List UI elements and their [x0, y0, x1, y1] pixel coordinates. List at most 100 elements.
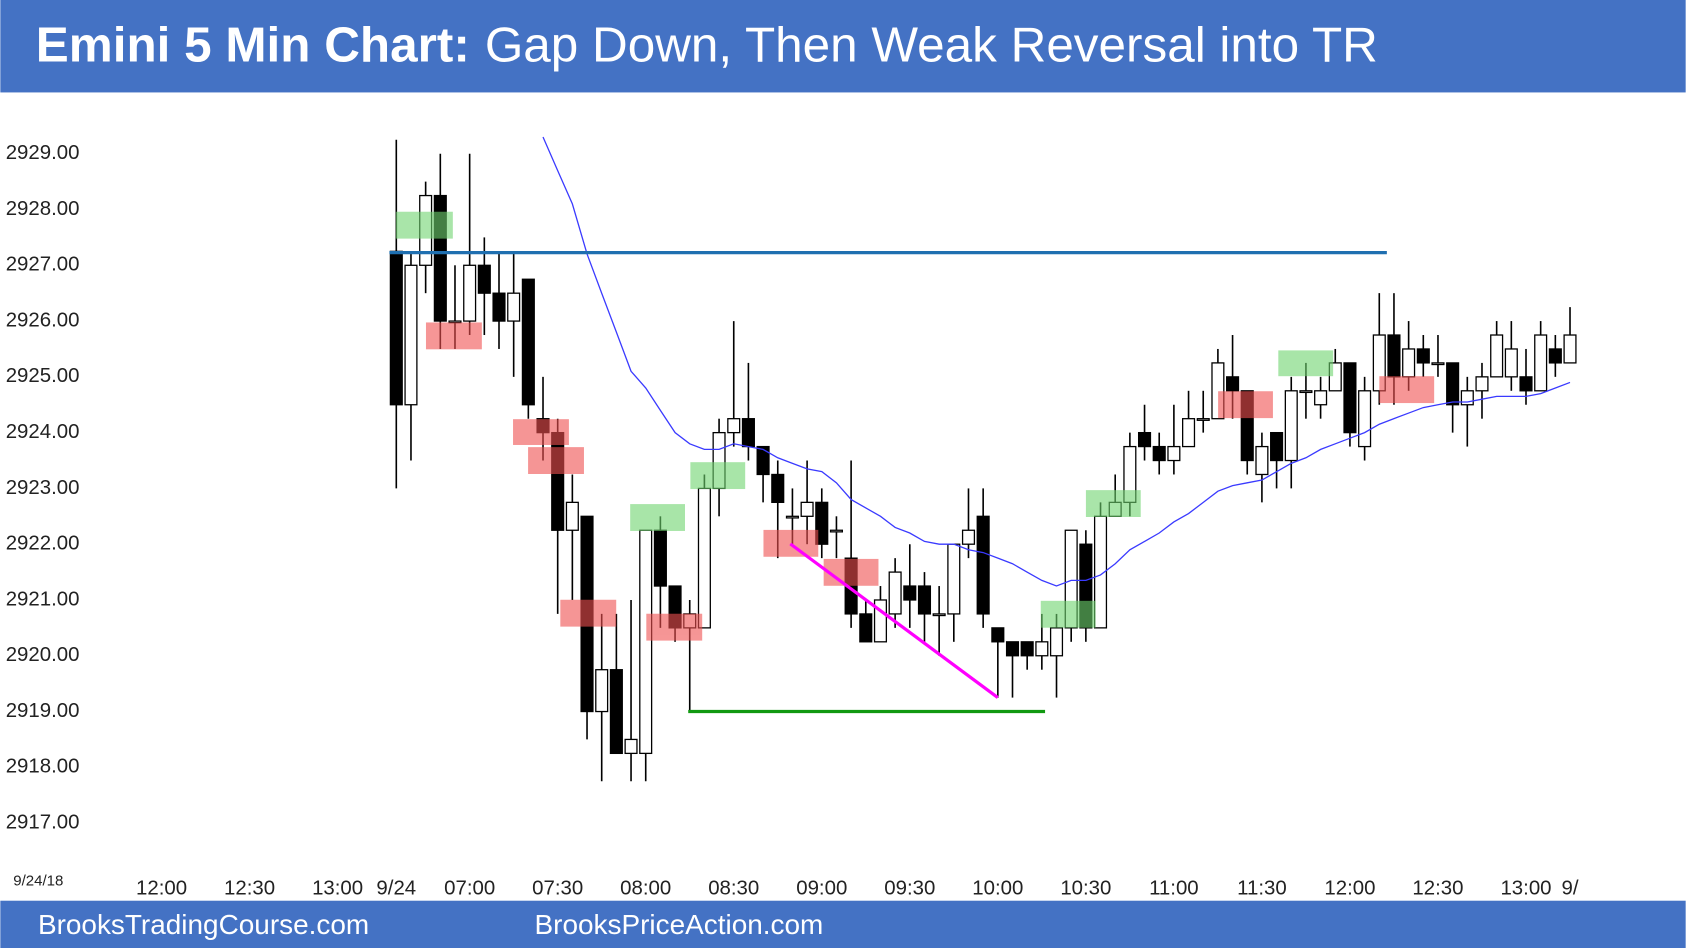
- candle-body: [1416, 348, 1430, 364]
- candle-body: [961, 529, 976, 545]
- x-tick-label: 10:30: [1060, 877, 1111, 899]
- candle-body: [653, 529, 667, 587]
- candle-body: [800, 501, 814, 517]
- candle-body: [1519, 376, 1533, 392]
- y-tick-label: 2922.00: [6, 533, 80, 555]
- candle-body: [433, 194, 447, 322]
- candle-body: [521, 278, 535, 406]
- x-tick-label: 12:30: [1412, 877, 1463, 899]
- candle-body: [1211, 362, 1225, 420]
- candle-body: [1402, 348, 1416, 378]
- candle-body: [1358, 390, 1372, 448]
- candle-body: [785, 515, 799, 519]
- candle-body: [1020, 641, 1034, 657]
- candle-body: [1255, 445, 1269, 476]
- y-tick-label: 2919.00: [6, 700, 80, 722]
- candle-body: [1314, 390, 1328, 406]
- candle-body: [1299, 390, 1313, 394]
- signal-box: [1040, 600, 1096, 628]
- candle-body: [1270, 431, 1284, 462]
- candle-body: [639, 529, 653, 755]
- y-tick-label: 2928.00: [6, 198, 80, 220]
- candle-body: [1446, 362, 1460, 406]
- candle-body: [1490, 334, 1504, 378]
- signal-box: [1218, 391, 1273, 419]
- candle-body: [991, 627, 1005, 643]
- candle-body: [917, 585, 932, 615]
- candle-body: [1431, 362, 1445, 366]
- candle-body: [389, 250, 403, 406]
- candle-body: [697, 487, 711, 629]
- candles: [389, 136, 1577, 782]
- trend-line: [789, 542, 999, 699]
- candle-body: [1504, 348, 1518, 378]
- candle-body: [609, 669, 623, 755]
- signal-box: [630, 504, 685, 531]
- candle-body: [815, 501, 829, 545]
- candle-body: [947, 543, 961, 615]
- candle-body: [932, 613, 946, 617]
- candle-body: [404, 264, 418, 406]
- candle-body: [1064, 529, 1078, 629]
- y-tick-label: 2920.00: [6, 644, 80, 666]
- signal-box: [425, 322, 482, 350]
- candle-body: [463, 264, 477, 322]
- candle-body: [1079, 543, 1093, 629]
- footer-text: BrooksPriceAction.com: [535, 909, 824, 940]
- candle-body: [1475, 376, 1489, 392]
- x-tick-label: 12:00: [136, 877, 187, 899]
- signal-box: [1379, 376, 1435, 404]
- candle-body: [1563, 334, 1577, 364]
- signal-box: [395, 211, 453, 239]
- signal-box: [528, 447, 584, 474]
- x-tick-label: 08:30: [708, 877, 759, 899]
- candle-body: [1460, 390, 1474, 406]
- candle-body: [624, 738, 638, 755]
- candle-body: [1152, 445, 1166, 462]
- candle-body: [888, 571, 902, 615]
- x-tick-label: 11:00: [1149, 877, 1199, 899]
- axes: 2929.00 2928.00 2927.00 2926.00 2925.00 2924.…: [6, 142, 1579, 899]
- y-tick-label: 2926.00: [6, 309, 80, 331]
- candle-body: [477, 264, 491, 294]
- x-tick-label: 09:00: [796, 877, 847, 899]
- x-tick-label: 11:30: [1237, 877, 1287, 899]
- x-tick-label: 12:00: [1324, 877, 1375, 899]
- x-tick-label: 13:00: [312, 877, 363, 899]
- signal-box: [560, 599, 617, 627]
- candle-body: [1049, 627, 1064, 657]
- candle-body: [507, 292, 521, 322]
- y-tick-label: 2921.00: [6, 588, 80, 610]
- candle-body: [1167, 445, 1181, 462]
- candle-body: [873, 599, 888, 643]
- x-tick-label: 9/24: [376, 877, 416, 899]
- x-tick-label: 12:30: [224, 877, 275, 899]
- candle-body: [903, 585, 917, 601]
- x-tick-label: 07:30: [532, 877, 583, 899]
- candle-body: [1182, 418, 1196, 448]
- candle-body: [1226, 376, 1240, 392]
- candle-body: [859, 613, 873, 643]
- signal-box: [823, 558, 879, 586]
- candle-body: [1196, 418, 1210, 421]
- candle-body: [1240, 390, 1254, 462]
- annotations: [395, 211, 1435, 641]
- y-tick-label: 2929.00: [6, 142, 80, 164]
- candle-body: [976, 515, 990, 615]
- candle-body: [1387, 334, 1401, 378]
- chart-title: Emini 5 Min Chart: Gap Down, Then Weak Re…: [36, 17, 1378, 72]
- x-tick-label: 9/: [1561, 877, 1578, 899]
- signal-box: [1278, 350, 1334, 377]
- x-tick-label: 08:00: [620, 877, 671, 899]
- candle-body: [492, 292, 506, 322]
- subtitle: Gap Down, Then Weak Reversal into TR: [485, 17, 1378, 72]
- footer-band: [0, 900, 1686, 948]
- y-tick-label: 2927.00: [6, 254, 80, 276]
- x-tick-label: 13:00: [1500, 877, 1551, 899]
- candle-body: [448, 320, 462, 324]
- y-tick-label: 2924.00: [6, 421, 80, 443]
- y-tick-label: 2923.00: [6, 477, 80, 499]
- header-band: [0, 0, 1686, 93]
- signal-box: [513, 419, 569, 445]
- signal-box: [690, 462, 746, 490]
